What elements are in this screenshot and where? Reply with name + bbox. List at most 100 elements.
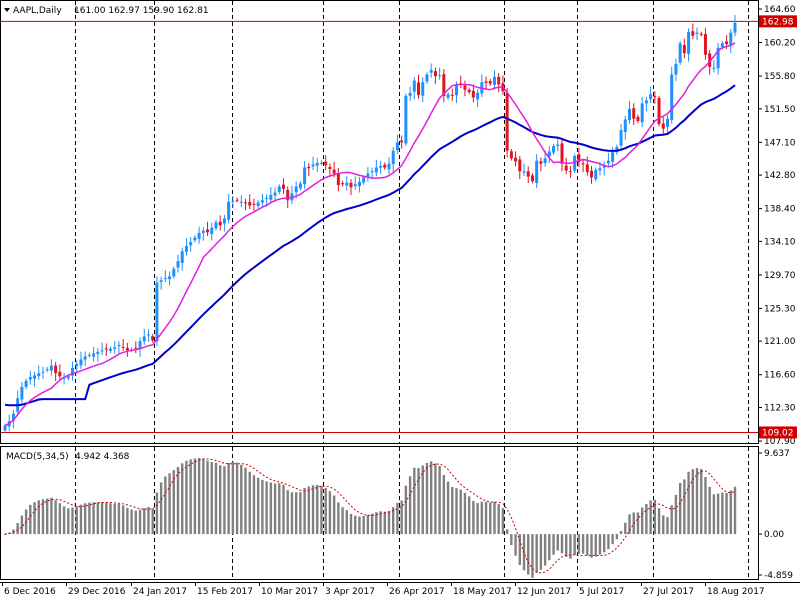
candle-body [79, 359, 83, 366]
candle-body [58, 371, 62, 377]
candle-body [180, 251, 184, 264]
candle-body [45, 369, 49, 371]
price-pane-frame [0, 0, 759, 444]
macd-signal-line [4, 458, 736, 574]
candle-body [708, 53, 712, 67]
macd-bar [556, 534, 559, 551]
macd-bar [349, 513, 353, 535]
macd-bar [429, 461, 433, 535]
candle-body [518, 159, 522, 172]
macd-bar [155, 492, 159, 535]
macd-bar [472, 500, 475, 535]
macd-bar [451, 487, 454, 535]
macd-bar [577, 534, 581, 554]
macd-bar [518, 534, 521, 566]
candle-body [703, 34, 707, 55]
price-tick-label: 112.30 [764, 403, 796, 413]
macd-bar [467, 496, 471, 535]
macd-bar [417, 468, 420, 535]
macd-bar [611, 534, 614, 545]
macd-bar [484, 501, 488, 535]
macd-bar [535, 534, 538, 573]
macd-bar [691, 469, 695, 535]
macd-bar [3, 534, 7, 535]
macd-bar [683, 479, 686, 535]
macd-tick-label: 9.637 [764, 449, 790, 459]
macd-tick-label: -4.859 [764, 571, 793, 581]
candle-body [303, 167, 307, 185]
macd-bar [100, 502, 104, 535]
candle-body [729, 32, 733, 46]
macd-bar [181, 463, 184, 535]
candle-body [602, 165, 606, 168]
macd-bar [244, 467, 247, 535]
macd-bar [71, 507, 74, 535]
candle-body [265, 197, 269, 200]
price-tick-label: 160.20 [764, 39, 796, 49]
macd-bar [729, 490, 732, 535]
candle-body [564, 165, 568, 171]
macd-bar [678, 482, 682, 535]
price-tick-label: 138.40 [764, 205, 796, 215]
macd-bar [172, 470, 175, 535]
macd-axis: 9.637 0.00 -4.859 [758, 449, 793, 581]
candle-body [590, 170, 594, 178]
macd-bar [311, 485, 315, 535]
macd-bar [332, 495, 336, 535]
price-tick-label: 155.80 [764, 72, 796, 82]
macd-bar [168, 473, 171, 535]
candle-body [695, 32, 699, 34]
macd-bar [480, 501, 484, 535]
macd-bar [113, 503, 116, 535]
candle-body [678, 43, 682, 63]
macd-bar [408, 476, 412, 535]
candle-body [349, 182, 353, 188]
candle-body [433, 71, 437, 77]
candle-body [172, 268, 176, 277]
macd-bar [316, 484, 319, 535]
candle-body [556, 144, 560, 147]
candle-body [484, 81, 488, 83]
price-tick-label: 107.90 [764, 437, 796, 447]
candle-body [661, 123, 665, 129]
candle-body [598, 168, 602, 171]
macd-bar [269, 482, 273, 535]
candle-body [547, 151, 551, 157]
macd-bar [670, 505, 673, 535]
macd-bar [489, 502, 492, 535]
chevron-down-icon[interactable] [4, 8, 10, 12]
macd-bar [41, 499, 45, 535]
macd-bar [598, 534, 602, 555]
macd-bar [58, 503, 62, 535]
ma-fast-line [4, 42, 736, 427]
candle-body [298, 183, 302, 189]
macd-bar [712, 494, 716, 535]
macd-bar [273, 483, 277, 535]
candle-body [66, 376, 70, 379]
macd-bar [446, 481, 450, 535]
candle-body [324, 161, 328, 166]
macd-bar [176, 467, 180, 535]
macd-bar [695, 468, 699, 535]
macd-bar [164, 476, 167, 535]
candle-body [450, 94, 454, 96]
macd-bar [366, 514, 370, 535]
macd-bar [79, 504, 83, 535]
candle-body [471, 90, 475, 98]
candle-body [391, 150, 395, 165]
macd-bar [265, 481, 268, 535]
macd-bar [704, 477, 707, 535]
candle-body [379, 165, 383, 168]
macd-bar [379, 511, 382, 535]
macd-bar [662, 515, 665, 535]
candle-body [336, 172, 340, 185]
candle-body [476, 92, 480, 100]
macd-bar [248, 471, 251, 535]
macd-bar [320, 485, 323, 535]
candle-body [189, 242, 193, 246]
price-tick-label: 142.80 [764, 171, 796, 181]
candle-body [640, 103, 644, 123]
time-tick-label: 24 Jan 2017 [133, 587, 187, 597]
macd-bar [252, 475, 256, 535]
